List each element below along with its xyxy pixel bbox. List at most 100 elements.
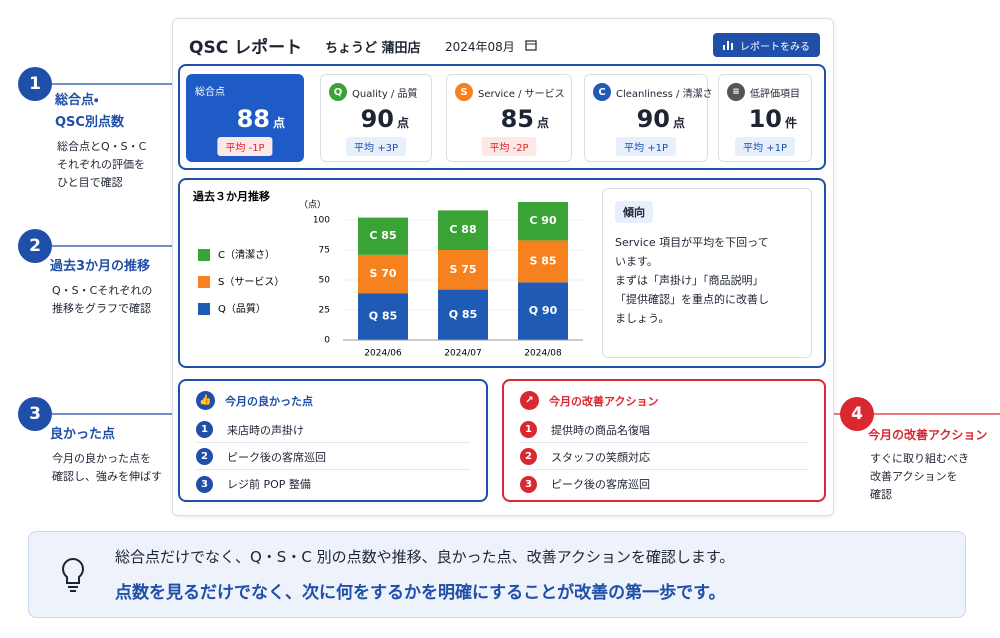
kpi-value: 85 — [500, 105, 534, 133]
kpi-value: 90 — [360, 105, 394, 133]
annotation-number: 2 — [18, 229, 52, 263]
kpi-compare: 平均 +1P — [616, 137, 676, 156]
y-tick-label: 50 — [319, 276, 331, 286]
action-section: ↗ 今月の改善アクション 1 提供時の商品名復唱 2 スタッフの笑顔対応 3 ピーク後の客… — [502, 379, 826, 502]
bar-segment — [518, 202, 568, 241]
item-text: ピーク後の客席巡回 — [551, 478, 650, 491]
chart-section — [178, 178, 826, 368]
kpi-compare: 平均 +3P — [346, 137, 406, 156]
month: 2024年08月 — [445, 40, 515, 54]
kpi-value: 88 — [236, 105, 270, 133]
good-header: 👍 今月の良かった点 — [196, 391, 313, 410]
action-header: ↗ 今月の改善アクション — [520, 391, 658, 410]
kpi-unit: 点 — [272, 116, 285, 130]
annotation-number: 1 — [18, 67, 52, 101]
kpi-low-items: ≡ 低評価項目 10 件 平均 +1P — [718, 74, 812, 162]
kpi-value: 90 — [636, 105, 670, 133]
calendar-icon — [525, 40, 537, 51]
legend-swatch — [198, 249, 210, 261]
segment-label: C 88 — [449, 223, 476, 236]
annotation-number: 4 — [840, 397, 874, 431]
report-button[interactable]: レポートをみる — [713, 33, 820, 57]
annotation-body: すぐに取り組むべき — [870, 452, 969, 465]
legend-label: C（清潔さ） — [218, 248, 275, 261]
kpi-label: Service / サービス — [478, 88, 565, 100]
kpi-cleanliness: C Cleanliness / 清潔さ 90 点 平均 +1P — [584, 74, 713, 162]
segment-label: S 70 — [369, 267, 396, 280]
y-tick-label: 0 — [324, 336, 330, 346]
y-tick-label: 100 — [313, 216, 330, 226]
kpi-compare: 平均 -1P — [217, 137, 273, 156]
list-item: 3 レジ前 POP 整備 — [196, 471, 470, 497]
y-tick-label: 25 — [319, 306, 330, 316]
kpi-badge: Q — [329, 83, 347, 101]
footer-line2: 点数を見るだけでなく、次に何をするかを明確にすることが改善の第一歩です。 — [115, 583, 726, 603]
chart-title: 過去３か月推移 — [193, 189, 270, 203]
bar-segment — [438, 289, 488, 340]
list-item: 1 提供時の商品名復唱 — [520, 417, 808, 443]
x-tick-label: 2024/08 — [524, 349, 562, 359]
list-icon: ≡ — [727, 83, 745, 101]
kpi-label: Quality / 品質 — [352, 88, 418, 100]
segment-label: Q 85 — [449, 308, 478, 321]
arrow-icon: ↗ — [520, 391, 539, 410]
list-item: 2 ピーク後の客席巡回 — [196, 444, 470, 470]
kpi-unit: 件 — [784, 116, 797, 130]
bar-segment — [358, 254, 408, 294]
annotation-body: 推移をグラフで確認 — [52, 302, 151, 315]
annotation-body: 今月の良かった点を — [52, 452, 151, 465]
kpi-quality: Q Quality / 品質 90 点 平均 +3P — [320, 74, 432, 162]
kpi-value: 10 — [748, 105, 782, 133]
kpi-total: 総合点 88 点 平均 -1P — [186, 74, 304, 162]
item-text: 来店時の声掛け — [227, 423, 304, 437]
annotation-body: 改善アクションを — [870, 470, 958, 483]
legend-label: S（サービス） — [218, 276, 284, 288]
trend-line: まずは「声掛け」「商品説明」 — [615, 274, 764, 287]
segment-label: C 90 — [529, 214, 557, 227]
kpi-unit: 点 — [396, 116, 409, 130]
item-text: ピーク後の客席巡回 — [227, 450, 326, 464]
kpi-badge: C — [593, 83, 611, 101]
bar-segment — [518, 282, 568, 340]
segment-label: Q 85 — [369, 310, 398, 323]
store-name: ちょうど 蒲田店 — [325, 41, 421, 56]
bulb-icon — [62, 557, 84, 592]
trend-text: Service 項目が平均を下回って います。 まずは「声掛け」「商品説明」 「提供確… — [615, 233, 769, 328]
x-tick-label: 2024/06 — [364, 349, 402, 359]
trend-title: 傾向 — [615, 201, 653, 223]
legend-label: Q（品質） — [218, 302, 266, 315]
trend-line: ましょう。 — [615, 312, 670, 325]
annotation-title: QSC別点数 — [55, 115, 124, 130]
bar-segment — [518, 240, 568, 283]
trend-line: Service 項目が平均を下回って — [615, 236, 769, 249]
annotation-title: 今月の改善アクション — [868, 428, 988, 442]
annotation-body: 総合点とQ・S・C — [57, 140, 147, 153]
trend-box: 傾向 Service 項目が平均を下回って います。 まずは「声掛け」「商品説明」「… — [602, 188, 812, 358]
thumb-icon: 👍 — [196, 391, 215, 410]
kpi-label: Cleanliness / 清潔さ — [616, 88, 713, 100]
bar-segment — [358, 217, 408, 255]
annotation-body: ひと目で確認 — [57, 176, 123, 189]
item-number: 3 — [520, 475, 537, 493]
report-title: QSC レポート — [189, 38, 303, 58]
annotation-body: Q・S・Cそれぞれの — [52, 284, 153, 297]
annotation-body: それぞれの評価を — [57, 158, 145, 171]
action-title: 今月の改善アクション — [549, 394, 659, 408]
kpi-badge: S — [455, 83, 473, 101]
annotation-title: 過去3か月の推移 — [50, 259, 151, 274]
y-axis-label: （点） — [299, 200, 326, 211]
kpi-compare: 平均 -2P — [481, 137, 537, 156]
legend-swatch — [198, 276, 210, 288]
segment-label: S 85 — [529, 254, 556, 267]
item-number: 1 — [196, 421, 213, 438]
kpi-unit: 点 — [672, 116, 685, 130]
segment-label: S 75 — [449, 263, 476, 276]
chart-icon — [723, 41, 733, 50]
x-tick-label: 2024/07 — [444, 349, 481, 359]
kpi-section — [178, 64, 826, 170]
legend-swatch — [198, 303, 210, 315]
item-number: 2 — [520, 448, 537, 465]
kpi-label: 低評価項目 — [750, 88, 800, 100]
bar-segment — [438, 210, 488, 250]
kpi-unit: 点 — [536, 116, 549, 130]
